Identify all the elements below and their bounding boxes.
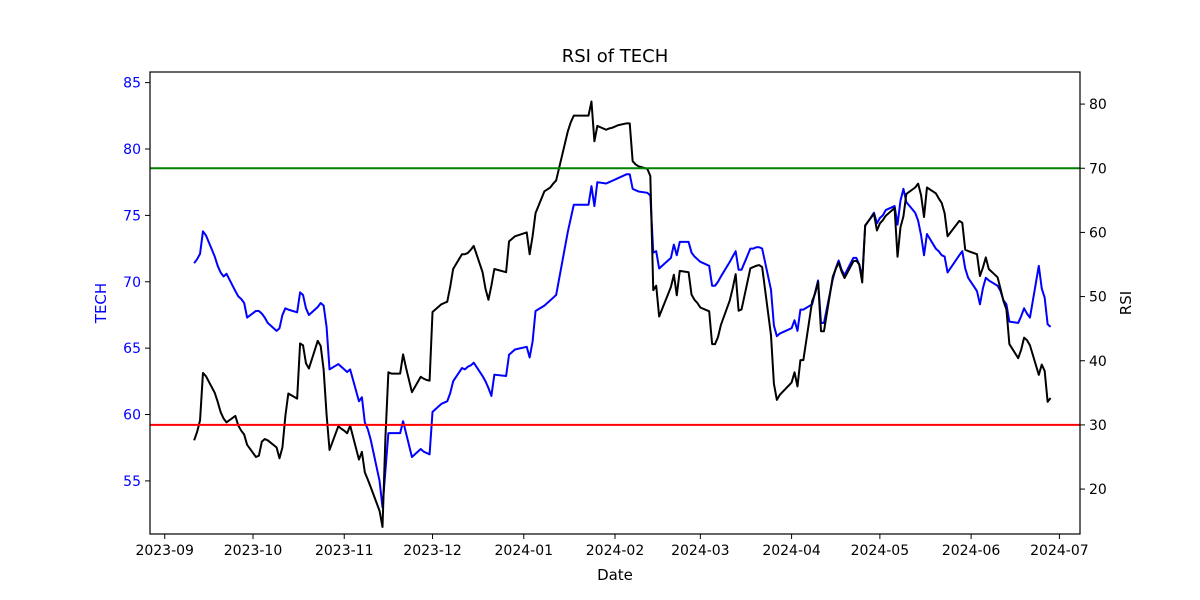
x-tick-label: 2024-03 bbox=[671, 543, 730, 559]
x-axis: 2023-09 2023-10 2023-11 2023-12 2024-01 2024-… bbox=[135, 534, 1089, 559]
x-tick-label: 2024-07 bbox=[1030, 543, 1089, 559]
y-axis-left-label: TECH bbox=[92, 283, 110, 324]
x-tick-label: 2024-04 bbox=[762, 543, 821, 559]
y-right-tick-label: 50 bbox=[1089, 290, 1107, 306]
reference-lines bbox=[150, 167, 1080, 426]
y-axis-right: 20 30 40 50 60 70 80 bbox=[1080, 97, 1107, 498]
x-tick-label: 2024-05 bbox=[851, 543, 910, 559]
y-right-tick-label: 60 bbox=[1089, 225, 1107, 241]
chart-title: RSI of TECH bbox=[562, 46, 669, 67]
y-left-tick-label: 75 bbox=[123, 208, 141, 224]
x-tick-label: 2023-09 bbox=[135, 543, 194, 559]
y-left-tick-label: 80 bbox=[123, 142, 141, 158]
x-tick-label: 2024-02 bbox=[586, 543, 645, 559]
y-right-tick-label: 80 bbox=[1089, 97, 1107, 113]
rsi-series-line bbox=[193, 100, 1052, 528]
y-axis-right-label: RSI bbox=[1117, 291, 1135, 315]
x-tick-label: 2023-10 bbox=[224, 543, 283, 559]
y-left-tick-label: 65 bbox=[123, 341, 141, 357]
y-axis-left: 55 60 65 70 75 80 85 bbox=[123, 76, 150, 490]
x-tick-label: 2023-12 bbox=[403, 543, 462, 559]
x-tick-label: 2024-01 bbox=[495, 543, 554, 559]
x-axis-label: Date bbox=[597, 566, 633, 584]
y-right-tick-label: 70 bbox=[1089, 161, 1107, 177]
y-right-tick-label: 30 bbox=[1089, 418, 1107, 434]
y-left-tick-label: 55 bbox=[123, 474, 141, 490]
y-left-tick-label: 60 bbox=[123, 408, 141, 424]
y-left-tick-label: 70 bbox=[123, 275, 141, 291]
tech-series-line bbox=[193, 173, 1052, 509]
y-right-tick-label: 20 bbox=[1089, 482, 1107, 498]
y-right-tick-label: 40 bbox=[1089, 354, 1107, 370]
series-layer bbox=[193, 100, 1052, 528]
y-left-tick-label: 85 bbox=[123, 76, 141, 92]
x-tick-label: 2024-06 bbox=[942, 543, 1001, 559]
x-tick-label: 2023-11 bbox=[315, 543, 374, 559]
